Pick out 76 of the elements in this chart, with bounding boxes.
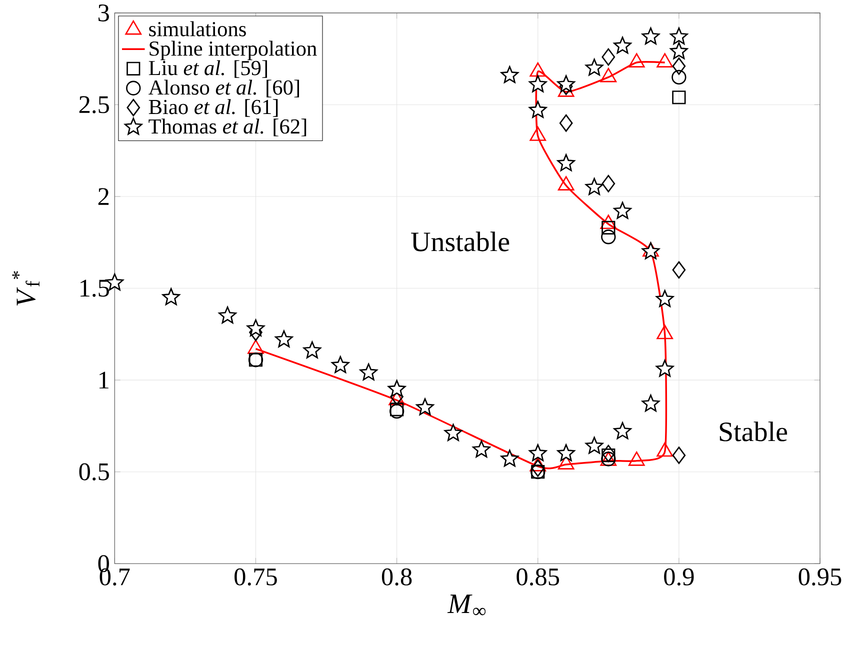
x-tick-label: 0.8 (382, 568, 412, 586)
point (500, 450, 519, 467)
x-axis-title: M$_{∞}$ (447, 594, 486, 616)
point (303, 341, 322, 358)
point (528, 75, 547, 92)
point (331, 356, 350, 373)
point (600, 214, 617, 229)
point (642, 394, 660, 412)
point (672, 57, 686, 75)
y-tick-label: 2 (98, 188, 109, 205)
legend-label: Liu et al. [59] (148, 60, 267, 78)
x-tick-label: 0.95 (798, 568, 842, 586)
point (614, 422, 632, 439)
x-tick-label: 0.85 (516, 568, 560, 586)
y-tick-label: 0.5 (79, 463, 109, 480)
point (444, 424, 462, 441)
point (614, 36, 632, 54)
point (656, 360, 674, 377)
point (656, 442, 674, 457)
legend-label: simulations (149, 21, 246, 36)
point (670, 27, 688, 44)
point (559, 114, 573, 132)
point (656, 53, 674, 68)
point (602, 448, 616, 462)
y-tick-label: 3 (98, 4, 109, 22)
point (585, 436, 604, 454)
point (602, 220, 616, 234)
point (472, 440, 490, 458)
point (628, 53, 645, 68)
point (530, 62, 546, 77)
point (642, 27, 660, 44)
x-tick-label: 0.75 (234, 568, 277, 586)
annotation: Stable (720, 421, 788, 442)
point (672, 90, 686, 104)
y-axis-title: V$_{f}$* (12, 271, 40, 306)
point (530, 126, 546, 141)
point (557, 444, 575, 462)
point (628, 451, 645, 466)
point (602, 444, 616, 462)
point (656, 290, 674, 307)
y-tick-label: 1 (100, 372, 108, 388)
point (416, 398, 434, 416)
point (360, 363, 378, 380)
point (585, 58, 604, 76)
legend-label: Spline interpolation (150, 40, 317, 60)
point (500, 66, 519, 83)
point (528, 100, 547, 118)
point (672, 70, 686, 84)
legend-label: Thomas et al. [62] (148, 118, 306, 136)
x-tick-label: 0.9 (664, 568, 694, 586)
point (656, 324, 674, 340)
point (528, 444, 547, 462)
point (601, 229, 616, 244)
point (600, 68, 617, 82)
point (585, 178, 604, 195)
point (218, 306, 236, 324)
point (602, 174, 616, 192)
point (248, 339, 264, 354)
y-tick-label: 1.5 (80, 280, 109, 297)
legend-label: Alonso et al. [60] (148, 80, 299, 98)
point (557, 154, 575, 172)
point (672, 261, 686, 278)
y-tick-label: 2.5 (79, 96, 109, 114)
point (275, 330, 293, 348)
point (602, 48, 616, 66)
point (670, 42, 688, 60)
point (162, 288, 180, 306)
point (531, 459, 545, 477)
point (246, 319, 265, 336)
point (558, 176, 574, 190)
legend-label: Biao et al. [61] (148, 99, 278, 117)
point (642, 242, 660, 260)
point (614, 202, 632, 219)
point (388, 380, 406, 397)
point (672, 446, 686, 464)
annotation: Unstable (411, 231, 510, 252)
